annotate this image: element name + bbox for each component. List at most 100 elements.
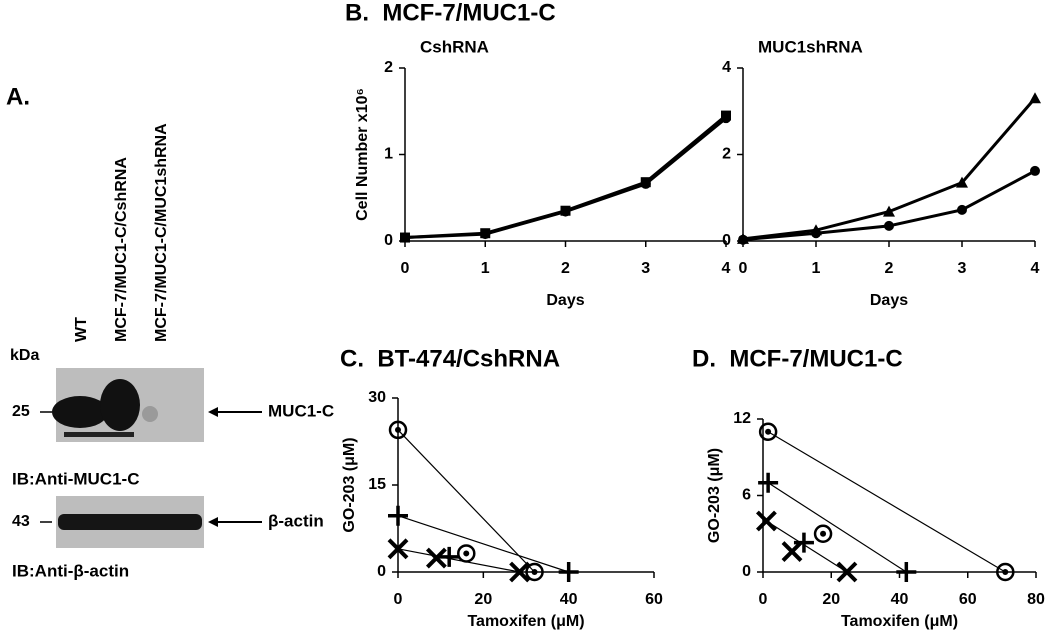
marker bbox=[996, 562, 1015, 582]
isobole-line bbox=[767, 482, 907, 573]
marker-part bbox=[996, 562, 1015, 582]
marker bbox=[480, 229, 491, 240]
x-tick-label: 0 bbox=[759, 591, 768, 608]
y-tick-label: 6 bbox=[742, 487, 751, 504]
marker bbox=[813, 524, 833, 543]
y-axis-label: GO-203 (μM) bbox=[341, 437, 358, 532]
x-tick-label: 4 bbox=[722, 260, 731, 277]
x-tick-label: 40 bbox=[891, 591, 909, 608]
x-tick-label: 1 bbox=[481, 260, 490, 277]
marker bbox=[388, 505, 408, 526]
size-label: 43 bbox=[12, 513, 30, 530]
marker-part bbox=[956, 176, 968, 188]
size-label: 25 bbox=[12, 403, 30, 420]
y-tick-label: 4 bbox=[722, 59, 731, 76]
arrow-head bbox=[208, 517, 218, 527]
x-tick-label: 3 bbox=[641, 260, 650, 277]
band bbox=[100, 379, 140, 431]
x-tick-label: 80 bbox=[1027, 591, 1045, 608]
isobole-line bbox=[397, 548, 520, 573]
marker-part bbox=[813, 524, 833, 543]
marker-part bbox=[640, 178, 651, 189]
marker bbox=[781, 541, 803, 563]
x-tick-label: 0 bbox=[401, 260, 410, 277]
x-axis-label: Tamoxifen (μM) bbox=[841, 613, 958, 630]
isobole-line bbox=[397, 429, 535, 573]
marker-part bbox=[480, 229, 491, 240]
marker-part bbox=[896, 562, 917, 582]
panel-label: A. bbox=[6, 83, 30, 110]
x-tick-label: 3 bbox=[958, 260, 967, 277]
marker bbox=[836, 561, 858, 583]
marker-part bbox=[765, 428, 772, 435]
x-tick-label: 4 bbox=[1031, 260, 1040, 277]
marker bbox=[957, 204, 967, 215]
marker-part bbox=[558, 562, 579, 582]
series-line bbox=[404, 117, 727, 240]
marker bbox=[793, 532, 814, 553]
unit-label: kDa bbox=[10, 347, 39, 364]
marker-part bbox=[509, 561, 531, 583]
x-tick-label: 1 bbox=[812, 260, 821, 277]
marker bbox=[755, 510, 777, 532]
marker-part bbox=[758, 422, 778, 441]
y-tick-label: 1 bbox=[384, 146, 393, 163]
panel-title: B. MCF-7/MUC1-C bbox=[345, 0, 556, 26]
marker-part bbox=[395, 426, 401, 433]
marker-part bbox=[781, 541, 803, 563]
marker-part bbox=[388, 505, 408, 526]
marker-part bbox=[758, 472, 779, 493]
x-tick-label: 2 bbox=[885, 260, 894, 277]
marker bbox=[758, 422, 778, 441]
marker bbox=[884, 220, 894, 231]
marker-part bbox=[738, 234, 748, 245]
marker-part bbox=[1002, 569, 1009, 575]
x-tick-label: 0 bbox=[394, 591, 403, 608]
marker bbox=[1030, 165, 1040, 176]
marker-part bbox=[560, 206, 571, 217]
marker bbox=[560, 206, 571, 217]
marker bbox=[1029, 92, 1041, 104]
marker bbox=[509, 561, 531, 583]
marker bbox=[400, 232, 410, 243]
marker bbox=[721, 113, 731, 124]
y-axis-label: GO-203 (μM) bbox=[706, 448, 723, 543]
y-tick-label: 2 bbox=[384, 59, 393, 76]
marker-part bbox=[811, 228, 821, 239]
marker bbox=[640, 178, 651, 189]
marker-part bbox=[884, 220, 894, 231]
chart-title: C. BT-474/CshRNA bbox=[340, 345, 560, 372]
marker-part bbox=[793, 532, 814, 553]
x-tick-label: 20 bbox=[822, 591, 840, 608]
series-line bbox=[742, 97, 1037, 241]
marker-part bbox=[721, 113, 731, 124]
isobole-line bbox=[397, 515, 569, 573]
marker-part bbox=[388, 420, 408, 440]
isobole-line bbox=[766, 520, 848, 573]
y-tick-label: 0 bbox=[384, 232, 393, 249]
x-tick-label: 2 bbox=[561, 260, 570, 277]
marker bbox=[758, 472, 779, 493]
band-label: β-actin bbox=[268, 511, 324, 530]
marker bbox=[956, 176, 968, 188]
y-tick-label: 15 bbox=[368, 476, 386, 493]
chart-title: D. MCF-7/MUC1-C bbox=[692, 345, 903, 372]
marker bbox=[558, 562, 579, 582]
marker-part bbox=[525, 562, 544, 582]
x-axis-label: Days bbox=[546, 292, 584, 309]
y-tick-label: 0 bbox=[377, 563, 386, 580]
isobole-line bbox=[767, 431, 1006, 573]
x-tick-label: 20 bbox=[474, 591, 492, 608]
marker-part bbox=[1030, 165, 1040, 176]
marker-part bbox=[463, 550, 470, 557]
marker-part bbox=[957, 204, 967, 215]
x-tick-label: 40 bbox=[560, 591, 578, 608]
marker-part bbox=[425, 547, 447, 569]
marker bbox=[883, 205, 895, 217]
marker-part bbox=[883, 205, 895, 217]
band bbox=[64, 432, 134, 437]
marker-part bbox=[400, 232, 410, 243]
lane-label: WT bbox=[73, 317, 90, 342]
marker bbox=[738, 234, 748, 245]
chart-title: MUC1shRNA bbox=[758, 37, 863, 56]
